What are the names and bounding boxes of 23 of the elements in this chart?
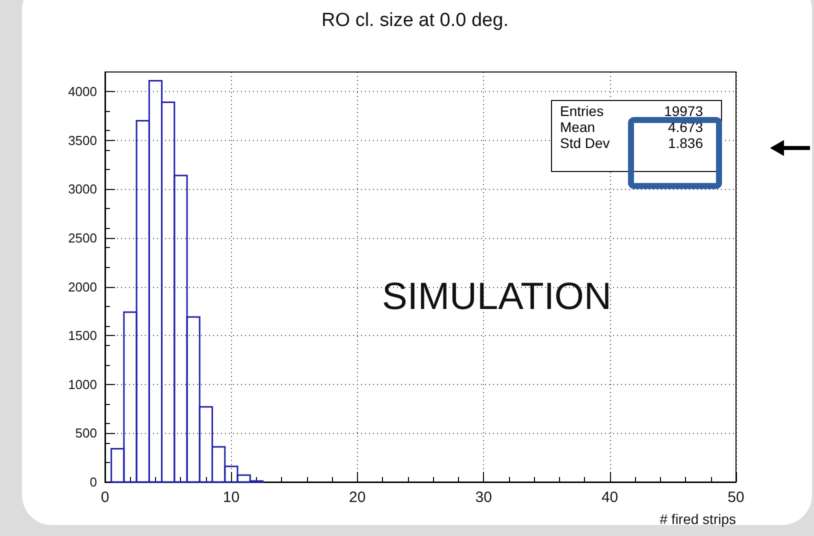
- y-tick-label: 2500: [68, 230, 97, 246]
- x-tick-label: 20: [349, 489, 366, 506]
- x-tick-label: 10: [222, 489, 240, 506]
- y-tick-label: 2000: [68, 279, 97, 294]
- y-tick-label: 500: [75, 426, 97, 441]
- x-tick-label: 0: [100, 489, 110, 506]
- annotation: Entries: [560, 103, 605, 119]
- annotation: Mean: [560, 119, 596, 135]
- annotation: SIMULATION: [382, 276, 612, 319]
- y-tick-label: 0: [90, 474, 97, 490]
- annotation: 1.836: [666, 135, 703, 151]
- y-tick-label: 1500: [68, 328, 97, 344]
- y-tick-label: 3500: [68, 132, 97, 148]
- y-tick-label: 3000: [68, 182, 97, 197]
- annotation: 19973: [663, 103, 703, 119]
- chart-title: RO cl. size at 0.0 deg.: [322, 10, 508, 31]
- x-tick-label: 40: [601, 489, 618, 506]
- y-tick-label: 1000: [68, 376, 97, 392]
- x-tick-label: 30: [475, 489, 492, 506]
- y-tick-label: 4000: [68, 84, 97, 100]
- x-axis-title: # fired strips: [660, 511, 736, 527]
- x-tick-label: 50: [728, 489, 744, 506]
- annotation: Std Dev: [560, 135, 611, 151]
